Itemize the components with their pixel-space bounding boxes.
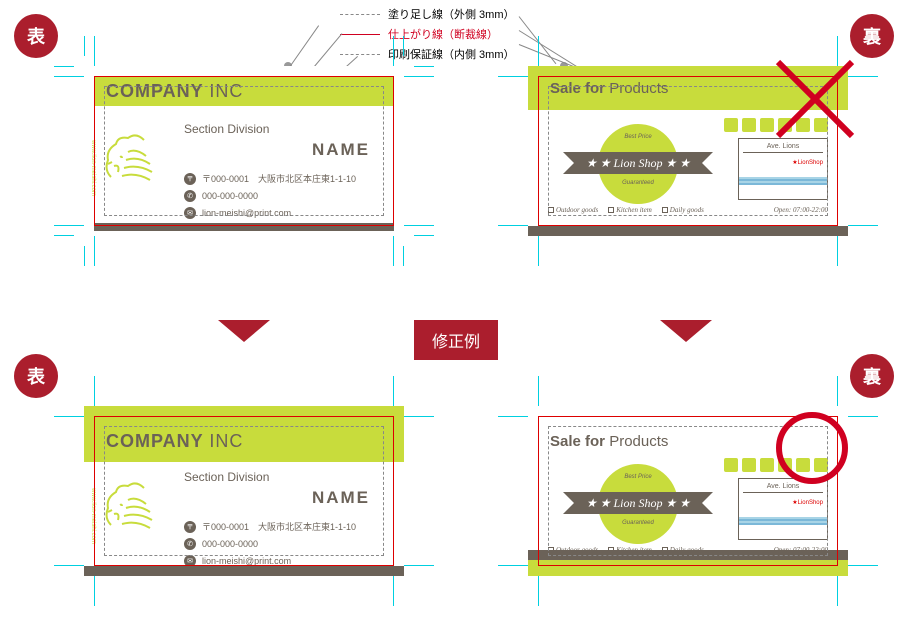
footer-bar — [84, 566, 404, 576]
panel-front-correct: COMPANY INC www.lion-meishi.com Section … — [54, 376, 434, 606]
footer-bar-green — [528, 560, 848, 576]
safe-line — [104, 426, 384, 556]
panel-back-incorrect: Sale for Products Best Price ★ ★ Lion Sh… — [498, 36, 878, 266]
badge-front-bottom: 表 — [14, 354, 58, 398]
correct-circle-icon — [776, 412, 848, 484]
safe-line — [104, 86, 384, 216]
arrow-down-right — [660, 320, 712, 342]
footer-bar — [528, 226, 848, 236]
correction-label: 修正例 — [414, 320, 498, 360]
panel-front-incorrect: COMPANY INC www.lion-meishi.com Section … — [54, 36, 434, 266]
badge-back-bottom: 裏 — [850, 354, 894, 398]
legend-bleed: 塗り足し線（外側 3mm） — [340, 6, 515, 22]
incorrect-x-icon — [770, 54, 860, 144]
side-url: www.lion-meishi.com — [90, 488, 96, 544]
arrow-down-left — [218, 320, 270, 342]
footer-bar — [94, 223, 394, 231]
print-guideline-diagram: 塗り足し線（外側 3mm） 仕上がり線（断裁線） 印刷保証線（内側 3mm） 表… — [0, 0, 908, 631]
panel-back-correct: Sale for Products Best Price ★ ★ Lion Sh… — [498, 376, 878, 606]
side-url: www.lion-meishi.com — [90, 140, 96, 196]
badge-front-top: 表 — [14, 14, 58, 58]
badge-back-top: 裏 — [850, 14, 894, 58]
legend-bleed-label: 塗り足し線（外側 3mm） — [388, 6, 515, 22]
